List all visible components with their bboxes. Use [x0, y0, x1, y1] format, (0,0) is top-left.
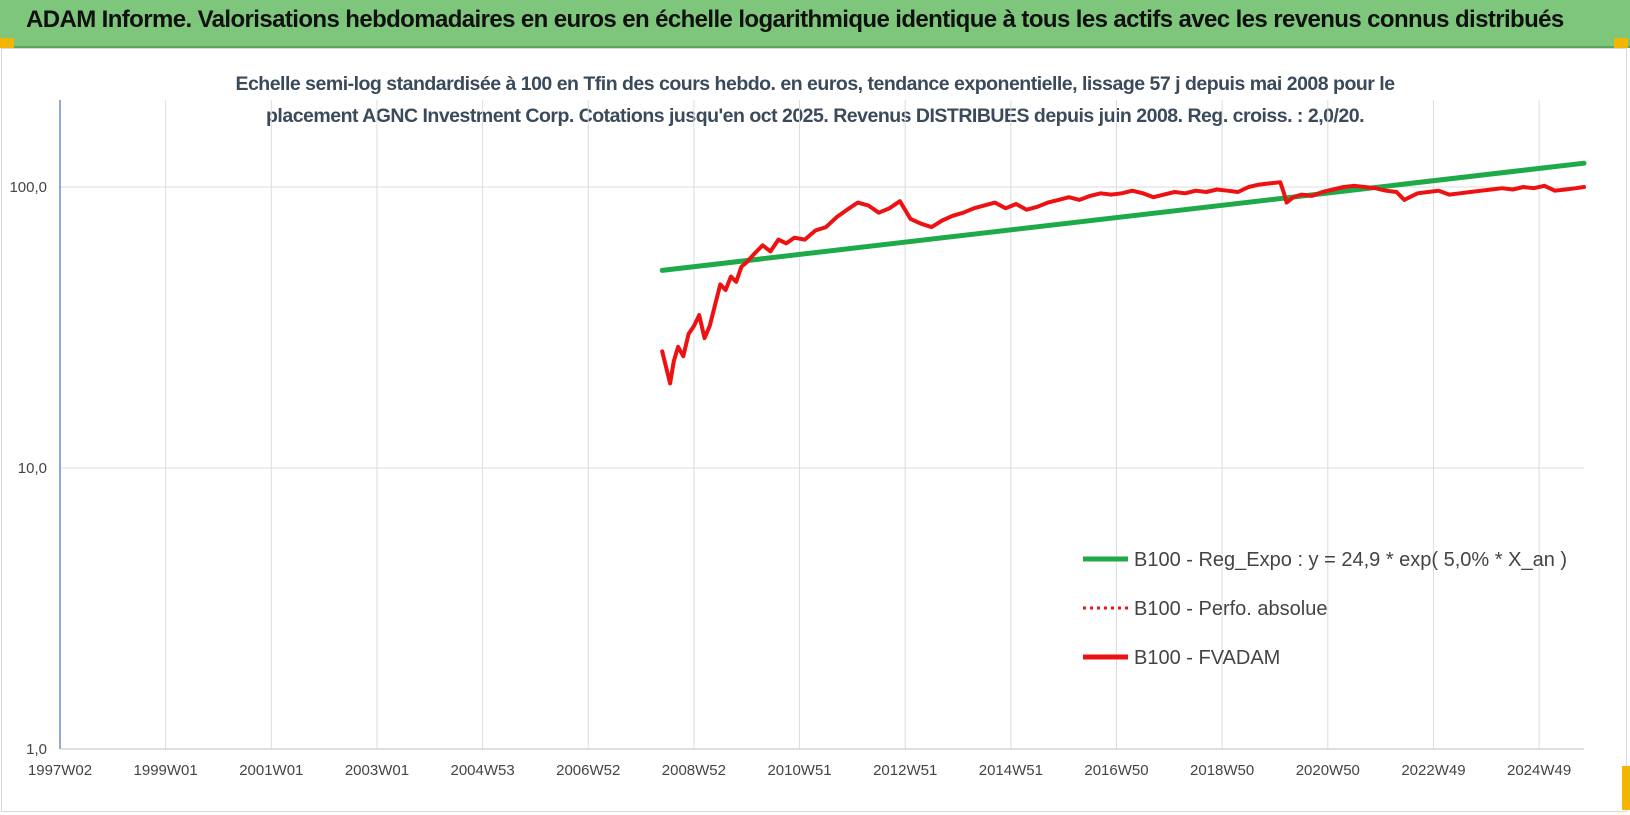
chart-frame	[1, 48, 1627, 812]
chart-title: Echelle semi-log standardisée à 100 en T…	[200, 68, 1430, 132]
series-line-3	[660, 180, 1586, 386]
x-tick-label: 2016W50	[1084, 762, 1148, 779]
legend-label: B100 - FVADAM	[1134, 647, 1280, 669]
x-tick-label: 2020W50	[1296, 762, 1360, 779]
chart-title-line-1: Echelle semi-log standardisée à 100 en T…	[235, 73, 1395, 95]
x-tick-label: 1997W02	[28, 762, 92, 779]
x-tick-label: 2012W51	[873, 762, 937, 779]
corner-marker	[1614, 38, 1628, 48]
chart-title-line-2: placement AGNC Investment Corp. Cotation…	[266, 105, 1364, 127]
corner-marker	[0, 38, 14, 48]
series-line-1	[659, 160, 1587, 273]
x-tick-label: 2022W49	[1401, 762, 1465, 779]
x-tick-label: 1999W01	[134, 762, 198, 779]
y-tick-label: 100,0	[9, 179, 47, 196]
corner-marker	[1622, 766, 1630, 810]
y-tick-label: 10,0	[18, 460, 47, 477]
legend-label: B100 - Reg_Expo : y = 24,9 * exp( 5,0% *…	[1134, 549, 1567, 571]
banner-title: ADAM Informe. Valorisations hebdomadaire…	[26, 6, 1564, 33]
x-tick-label: 2018W50	[1190, 762, 1254, 779]
x-tick-label: 2001W01	[239, 762, 303, 779]
x-tick-label: 2008W52	[662, 762, 726, 779]
header-banner: ADAM Informe. Valorisations hebdomadaire…	[0, 0, 1630, 48]
x-tick-label: 2003W01	[345, 762, 409, 779]
x-tick-label: 2024W49	[1507, 762, 1571, 779]
y-tick-label: 1,0	[26, 741, 47, 758]
legend-label: B100 - Perfo. absolue	[1134, 598, 1327, 620]
x-tick-label: 2010W51	[767, 762, 831, 779]
x-tick-label: 2004W53	[450, 762, 514, 779]
x-tick-label: 2006W52	[556, 762, 620, 779]
x-tick-label: 2014W51	[979, 762, 1043, 779]
